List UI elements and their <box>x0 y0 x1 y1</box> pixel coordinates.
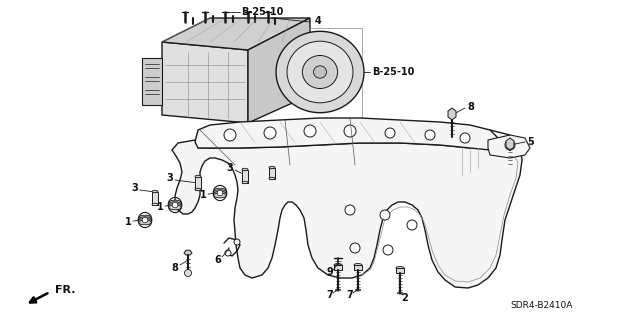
Polygon shape <box>354 265 362 270</box>
Text: 1: 1 <box>157 202 163 212</box>
Circle shape <box>225 250 231 256</box>
Text: 8: 8 <box>172 263 179 273</box>
Polygon shape <box>334 265 342 270</box>
Text: 2: 2 <box>402 293 408 303</box>
Bar <box>195 176 201 189</box>
Ellipse shape <box>269 177 275 180</box>
Polygon shape <box>142 58 162 105</box>
Circle shape <box>345 205 355 215</box>
Polygon shape <box>172 130 522 288</box>
Text: 1: 1 <box>125 217 131 227</box>
Text: B-25-10: B-25-10 <box>372 67 414 77</box>
Bar <box>152 191 158 204</box>
Polygon shape <box>162 42 248 123</box>
Ellipse shape <box>334 263 342 266</box>
Bar <box>269 167 275 179</box>
Ellipse shape <box>168 200 181 205</box>
Polygon shape <box>488 135 530 158</box>
Polygon shape <box>248 18 310 123</box>
Polygon shape <box>506 138 514 150</box>
Ellipse shape <box>314 66 326 78</box>
Ellipse shape <box>139 219 152 223</box>
Ellipse shape <box>139 217 152 222</box>
Text: 7: 7 <box>326 290 333 300</box>
Text: 6: 6 <box>214 255 221 265</box>
Circle shape <box>304 125 316 137</box>
Text: FR.: FR. <box>55 285 76 295</box>
Ellipse shape <box>276 31 364 113</box>
Ellipse shape <box>195 188 201 191</box>
Ellipse shape <box>214 191 227 196</box>
Circle shape <box>350 243 360 253</box>
Polygon shape <box>448 108 456 120</box>
Ellipse shape <box>168 204 181 208</box>
Text: 9: 9 <box>326 267 333 277</box>
Circle shape <box>184 270 191 277</box>
Text: 3: 3 <box>132 183 138 193</box>
Text: B-25-10: B-25-10 <box>241 7 284 17</box>
Circle shape <box>425 130 435 140</box>
Polygon shape <box>184 250 192 255</box>
Ellipse shape <box>214 193 227 198</box>
Circle shape <box>505 140 515 150</box>
Circle shape <box>234 239 240 245</box>
Polygon shape <box>162 18 310 50</box>
Circle shape <box>460 133 470 143</box>
Ellipse shape <box>214 190 227 195</box>
Ellipse shape <box>396 266 404 270</box>
Ellipse shape <box>355 289 360 291</box>
Ellipse shape <box>195 175 201 178</box>
Circle shape <box>344 125 356 137</box>
Circle shape <box>407 220 417 230</box>
Ellipse shape <box>287 41 353 103</box>
Text: 8: 8 <box>467 102 474 112</box>
Ellipse shape <box>214 188 227 193</box>
Text: 5: 5 <box>527 137 534 147</box>
Text: SDR4-B2410A: SDR4-B2410A <box>510 300 572 309</box>
Bar <box>242 169 248 182</box>
Text: 4: 4 <box>315 16 322 26</box>
Circle shape <box>142 217 148 223</box>
Circle shape <box>217 190 223 196</box>
Text: 3: 3 <box>227 163 234 173</box>
Ellipse shape <box>152 203 158 206</box>
Ellipse shape <box>139 215 152 220</box>
Circle shape <box>172 202 178 208</box>
Ellipse shape <box>242 168 248 171</box>
Circle shape <box>264 127 276 139</box>
Text: 1: 1 <box>200 190 206 200</box>
Ellipse shape <box>168 205 181 210</box>
Circle shape <box>383 245 393 255</box>
Circle shape <box>380 210 390 220</box>
Ellipse shape <box>242 181 248 184</box>
Ellipse shape <box>168 202 181 207</box>
Circle shape <box>385 128 395 138</box>
Ellipse shape <box>335 289 340 291</box>
Ellipse shape <box>354 263 362 266</box>
Polygon shape <box>396 268 404 273</box>
Ellipse shape <box>302 56 338 88</box>
Circle shape <box>224 129 236 141</box>
Text: 3: 3 <box>166 173 173 183</box>
Ellipse shape <box>152 190 158 193</box>
Ellipse shape <box>269 166 275 169</box>
Polygon shape <box>195 118 498 150</box>
Text: 7: 7 <box>347 290 353 300</box>
Ellipse shape <box>397 292 403 294</box>
Ellipse shape <box>139 220 152 225</box>
